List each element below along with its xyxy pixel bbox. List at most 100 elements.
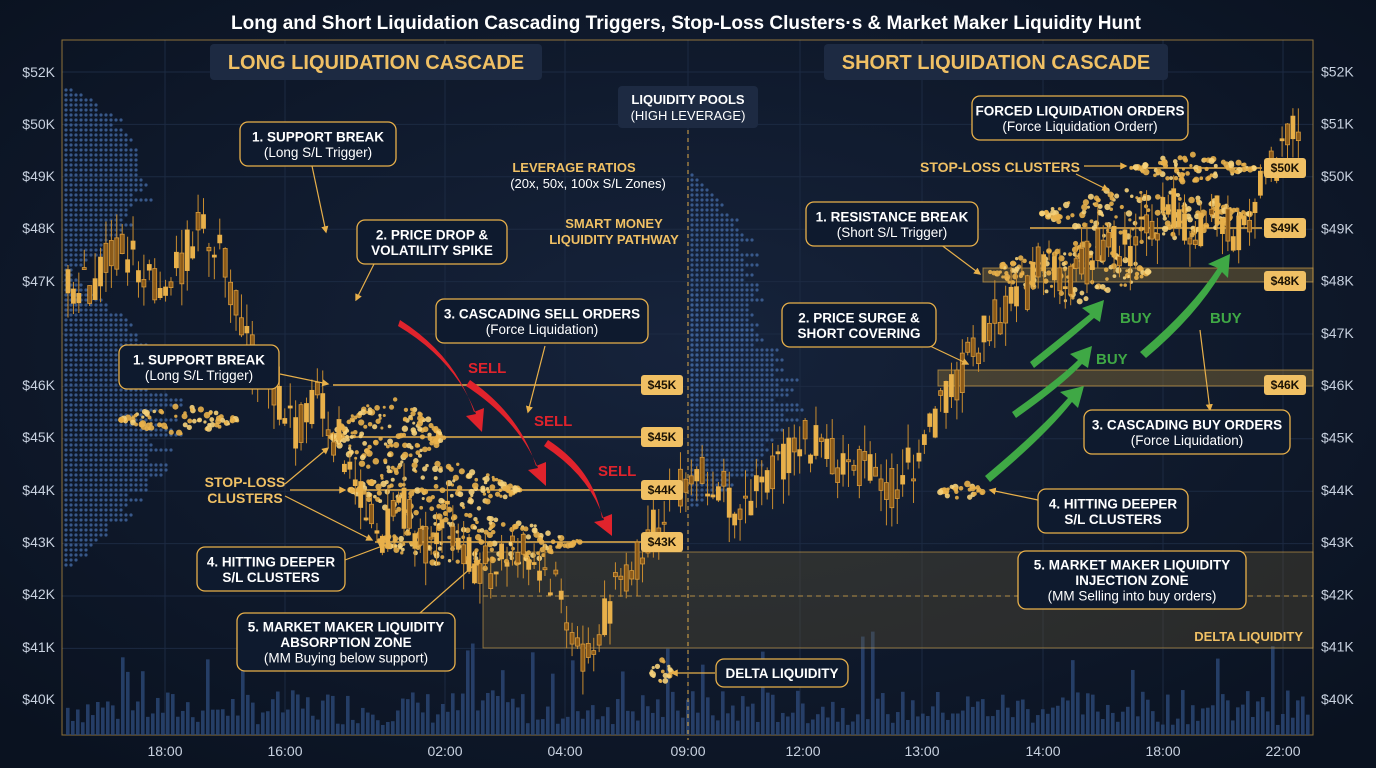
profile-dot [765,438,769,442]
profile-dot [735,323,739,327]
cluster-dot [464,512,469,517]
profile-dot [154,403,158,407]
callout-text: S/L CLUSTERS [222,570,319,585]
profile-dot [695,443,699,447]
profile-dot [89,468,93,472]
profile-dot [770,378,774,382]
profile-dot [99,398,103,402]
profile-dot [129,193,133,197]
volume-bar [906,719,910,735]
profile-dot [695,338,699,342]
profile-dot [695,398,699,402]
profile-dot [705,413,709,417]
profile-dot [74,448,78,452]
profile-dot [94,228,98,232]
profile-dot [74,228,78,232]
profile-dot [69,323,73,327]
profile-dot [139,438,143,442]
sell-label-3: SELL [598,463,636,480]
volume-bar [251,702,255,735]
profile-dot [169,398,173,402]
cluster-dot [366,479,371,484]
profile-dot [79,238,83,242]
profile-dot [134,498,138,502]
profile-dot [84,463,88,467]
profile-dot [64,398,68,402]
cluster-dot [1132,164,1139,171]
profile-dot [94,143,98,147]
profile-dot [775,413,779,417]
profile-dot [690,448,694,452]
profile-dot [695,408,699,412]
profile-dot [64,333,68,337]
profile-dot [129,513,133,517]
profile-dot [114,393,118,397]
profile-dot [64,533,68,537]
candle-body [325,429,331,437]
profile-dot [129,203,133,207]
cluster-dot [181,413,188,420]
volume-bar [366,712,370,735]
profile-dot [94,348,98,352]
cluster-dot [944,493,950,499]
candle-body [434,532,439,545]
profile-dot [700,273,704,277]
candle-body [591,650,597,655]
volume-bar [281,712,285,735]
profile-dot [720,328,724,332]
profile-dot [715,243,719,247]
profile-dot [64,258,68,262]
cluster-dot [1063,252,1067,256]
profile-dot [64,543,68,547]
cluster-dot [1007,280,1011,284]
profile-dot [114,468,118,472]
profile-dot [84,393,88,397]
profile-dot [119,148,123,152]
candle-body [970,337,976,357]
profile-dot [700,263,704,267]
cluster-dot [400,551,404,555]
profile-dot [735,253,739,257]
cluster-dot [404,530,410,536]
volume-bar [1256,701,1260,735]
volume-bar [1066,700,1070,735]
profile-dot [785,388,789,392]
profile-dot [89,543,93,547]
volume-bar [871,631,875,735]
cluster-dot [395,433,402,440]
profile-dot [720,293,724,297]
profile-dot [69,218,73,222]
cluster-dot [417,415,424,422]
cluster-dot [1247,166,1254,173]
profile-dot [179,403,183,407]
profile-dot [94,428,98,432]
cluster-dot [1082,199,1090,206]
profile-dot [89,448,93,452]
profile-dot [94,478,98,482]
candle-body [878,478,884,491]
profile-dot [89,518,93,522]
profile-dot [84,378,88,382]
candle-body [623,564,629,592]
profile-dot [74,283,78,287]
profile-dot [99,433,103,437]
profile-dot [710,293,714,297]
profile-dot [705,283,709,287]
profile-dot [74,123,78,127]
profile-dot [94,343,98,347]
callout-box [715,658,849,688]
cluster-dot [530,552,536,558]
profile-dot [104,193,108,197]
profile-dot [770,363,774,367]
profile-dot [69,88,73,92]
profile-dot [84,258,88,262]
profile-dot [745,333,749,337]
volume-bar [731,705,735,735]
volume-bar [121,657,125,735]
cluster-dot [388,404,395,410]
candle-body [412,533,418,549]
callout-text: ABSORPTION ZONE [280,635,411,650]
level-tag-50k: $50K [1264,158,1306,178]
profile-dot [765,388,769,392]
profile-dot [124,463,128,467]
